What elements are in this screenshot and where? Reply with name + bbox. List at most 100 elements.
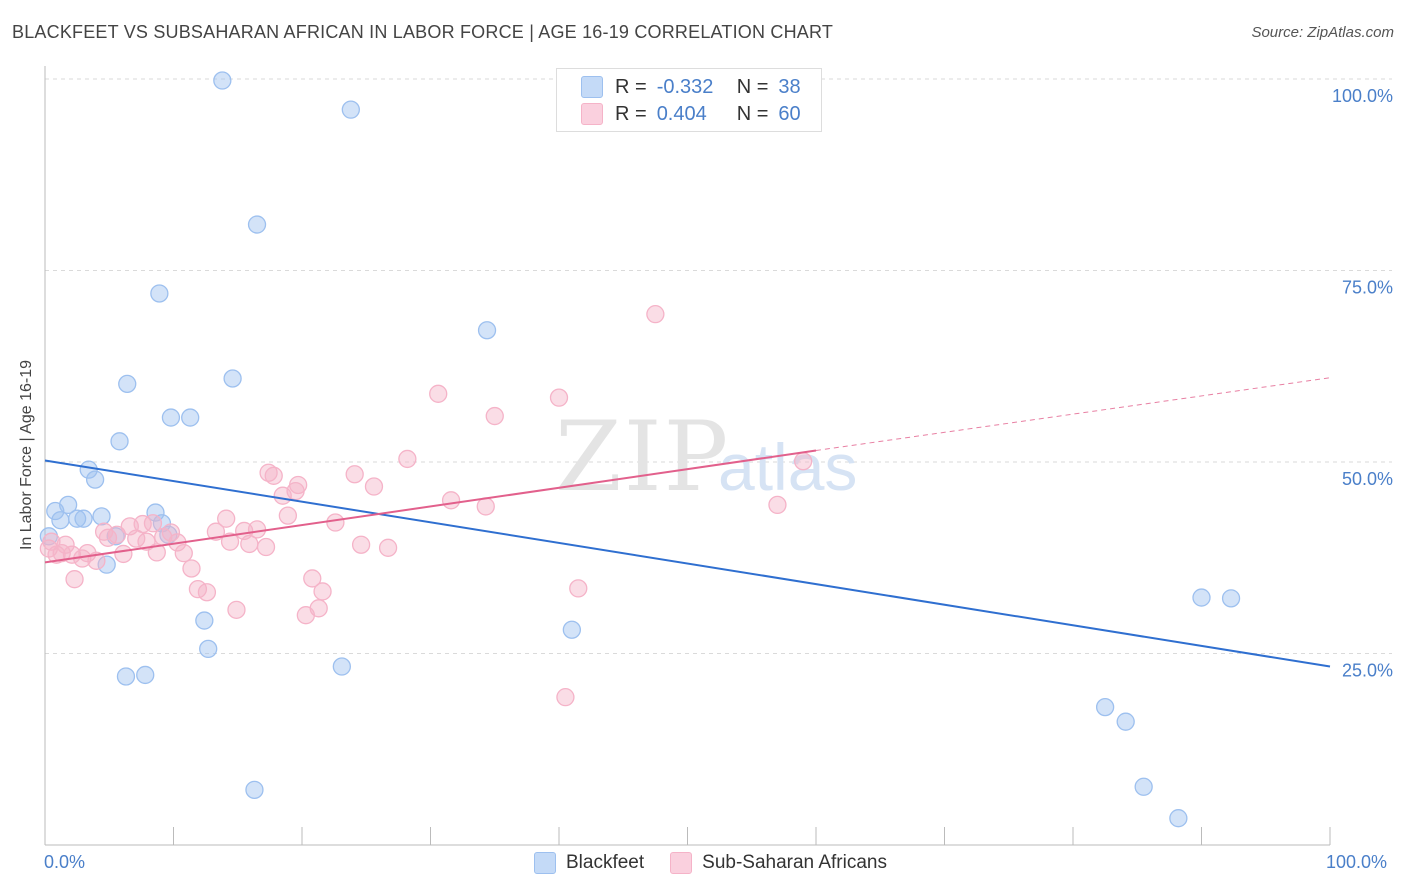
data-point [326,513,345,532]
legend-n-label: N = [736,75,769,98]
data-point [223,369,242,388]
data-point [278,506,298,525]
watermark-atlas: atlas [718,430,857,504]
data-point [429,384,448,403]
data-point [351,535,371,554]
legend-row-subsaharan: R = 0.404 N = 60 [581,102,801,126]
chart-title: BLACKFEET VS SUBSAHARAN AFRICAN IN LABOR… [12,22,834,42]
data-point [768,495,787,515]
data-point [247,520,267,539]
data-point [247,215,267,234]
data-point [143,514,163,533]
data-point [398,449,417,469]
data-point [174,544,193,563]
data-point [87,551,106,570]
data-point [65,570,84,589]
legend-n-value: 60 [778,102,801,125]
data-point [147,543,166,562]
y-tick-label: 50.0% [1342,469,1393,489]
data-point [116,667,136,686]
data-point [217,509,236,528]
data-point [476,497,495,516]
data-point [1169,809,1188,828]
data-point [56,535,75,554]
legend-label-blackfeet: Blackfeet [566,852,645,873]
data-point [58,495,78,515]
data-point [364,477,384,496]
data-point [378,538,398,557]
data-point [182,559,201,578]
data-point [562,620,581,639]
data-point [181,408,200,427]
legend-label-subsaharan: Sub-Saharan Africans [702,852,887,873]
data-point [794,452,813,471]
data-point [114,544,133,564]
data-point [288,475,308,495]
series-legend: Blackfeet Sub-Saharan Africans [534,852,913,874]
trend-line [44,459,1331,668]
data-point [1116,712,1135,731]
trend-line-extension [815,377,1331,452]
y-tick-label: 25.0% [1342,661,1393,681]
legend-swatch-blackfeet [581,76,603,98]
data-point [74,509,93,528]
data-point [133,514,152,534]
data-point [1221,589,1241,608]
data-point [309,599,328,618]
data-point [264,466,283,485]
data-point [197,583,217,602]
legend-item-blackfeet: Blackfeet [534,852,644,874]
legend-n-value: 38 [778,75,801,98]
data-point [136,665,155,685]
data-point [646,305,665,324]
legend-r-value: 0.404 [656,102,707,125]
data-point [569,579,588,598]
data-point [1095,697,1115,717]
stats-legend: R = -0.332 N = 38 R = 0.404 N = 60 [556,68,822,132]
data-point [313,582,332,601]
legend-row-blackfeet: R = -0.332 N = 38 [581,75,801,99]
data-point [441,491,461,510]
trend-line [44,449,817,564]
x-tick-label-max: 100.0% [1326,852,1388,872]
data-point [199,639,218,659]
data-point [477,321,497,340]
y-tick-label: 100.0% [1332,86,1393,106]
data-point [1134,777,1153,796]
data-point [259,463,278,482]
data-point [303,569,322,588]
data-point [256,537,276,557]
legend-r-label: R = [615,102,647,125]
data-point [220,532,240,551]
axes [44,66,1331,846]
legend-n-label: N = [736,102,769,125]
data-point [92,507,111,526]
y-tick-labels: 25.0% 50.0% 75.0% 100.0% [1332,86,1393,681]
series-blackfeet [39,71,1241,828]
data-point [67,509,87,528]
source-label: Source: ZipAtlas.com [1251,24,1394,41]
data-point [549,388,569,407]
grid-lines [45,78,1392,654]
legend-item-subsaharan: Sub-Saharan Africans [670,852,887,874]
data-point [51,511,70,530]
legend-swatch-blackfeet [534,852,556,874]
data-point [485,406,504,426]
legend-r-label: R = [615,75,647,98]
data-point [118,374,137,394]
data-point [150,284,169,303]
trend-layer [44,377,1331,668]
legend-swatch-subsaharan [581,103,603,125]
watermark-zip: ZIP [555,401,730,513]
data-point [110,432,129,451]
data-point [227,600,246,619]
x-tick-label-min: 0.0% [44,852,86,872]
data-point [341,100,360,119]
data-point [85,470,105,489]
data-point [161,523,181,542]
data-point [556,688,575,707]
watermark: ZIP atlas [555,401,857,513]
data-point [1192,588,1211,607]
data-point [213,71,232,90]
